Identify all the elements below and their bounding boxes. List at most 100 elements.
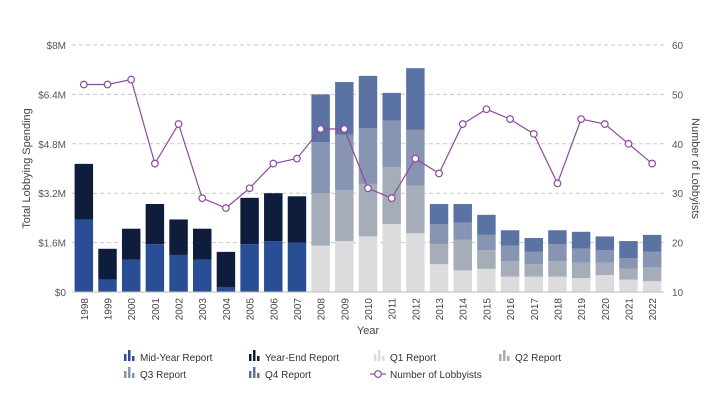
bar-segment — [264, 241, 283, 292]
lobbyists-point — [198, 194, 207, 203]
bar-segment — [595, 275, 615, 292]
y2-axis-title: Number of Lobbyists — [689, 118, 701, 219]
y2-tick-label: 50 — [672, 90, 684, 101]
bar-segment — [406, 68, 425, 130]
legend-swatch — [507, 356, 510, 361]
legend-label: Q4 Report — [265, 370, 311, 381]
bar-segment — [571, 231, 591, 249]
bar-segment — [524, 237, 543, 252]
legend-swatch — [503, 350, 506, 361]
bar-segment — [145, 204, 165, 245]
lobbyists-point — [245, 184, 254, 193]
x-tick-label: 2014 — [459, 298, 470, 321]
bar-segment — [524, 264, 543, 277]
bar-segment — [429, 244, 449, 265]
bar-segment — [477, 268, 496, 292]
bar-segment — [524, 276, 543, 292]
bar-segment — [382, 92, 401, 121]
x-tick-label: 2003 — [198, 298, 209, 321]
x-tick-label: 2007 — [293, 298, 304, 321]
x-tick-label: 2022 — [648, 298, 659, 321]
y-tick-label: $1.6M — [38, 239, 66, 250]
bar-segment — [335, 190, 354, 242]
bar-segment — [358, 75, 378, 129]
x-tick-label: 2002 — [175, 298, 186, 321]
x-tick-label: 2018 — [553, 298, 564, 321]
bar-segment — [548, 261, 567, 277]
bar-segment — [453, 204, 472, 223]
lobbyists-point — [364, 184, 372, 193]
lobbyists-point — [103, 80, 112, 89]
bar-segment — [619, 258, 638, 269]
x-tick-label: 2016 — [506, 298, 517, 321]
bar-segment — [619, 241, 638, 259]
y2-tick-label: 40 — [672, 140, 684, 151]
bar-segment — [169, 254, 188, 292]
x-tick-label: 2021 — [624, 298, 635, 321]
legend-swatch — [257, 373, 260, 378]
lobbyists-point — [79, 80, 88, 89]
y-tick-label: $0 — [55, 288, 67, 299]
x-tick-label: 2013 — [435, 298, 446, 321]
x-tick-label: 2017 — [530, 298, 541, 321]
bar-segment — [500, 276, 520, 292]
bar-segment — [619, 268, 638, 280]
legend-swatch — [257, 356, 260, 361]
bar-segment — [98, 279, 117, 292]
lobbyists-point — [624, 139, 633, 148]
bar-segment — [216, 251, 236, 288]
bar-segment — [500, 261, 520, 277]
bar-segment — [548, 230, 567, 245]
bar-segment — [571, 278, 591, 292]
lobbyists-point — [529, 130, 538, 138]
x-tick-label: 2004 — [222, 298, 233, 321]
legend-swatch — [132, 373, 135, 378]
lobbyists-point — [174, 120, 183, 128]
lobbyists-point — [482, 105, 491, 114]
bar-segment — [571, 248, 591, 263]
bar-segment — [287, 242, 307, 292]
legend-swatch — [132, 356, 135, 361]
legend-swatch — [124, 371, 127, 378]
legend-swatch — [499, 354, 502, 361]
x-tick-label: 2001 — [151, 298, 162, 321]
bar-segment — [595, 262, 615, 276]
legend-label: Q1 Report — [390, 353, 436, 364]
bar-segment — [524, 251, 543, 265]
lobbyists-point — [553, 179, 562, 188]
legend-swatch — [124, 354, 127, 361]
lobbyists-point — [340, 125, 349, 133]
bar-segment — [382, 224, 401, 292]
y2-tick-label: 20 — [672, 239, 684, 250]
bar-segment — [264, 193, 283, 242]
bar-segment — [169, 219, 188, 255]
legend-label: Mid-Year Report — [140, 353, 213, 364]
bar-segment — [311, 94, 330, 143]
lobbyists-point — [600, 120, 609, 128]
x-tick-label: 2012 — [411, 298, 422, 321]
bar-segment — [121, 259, 141, 292]
bar-segment — [240, 197, 259, 245]
y-tick-label: $6.4M — [38, 90, 66, 101]
bar-segment — [642, 281, 662, 292]
lobbyists-point — [435, 169, 443, 178]
bar-segment — [429, 264, 449, 292]
bar-segment — [500, 245, 520, 262]
x-tick-label: 2011 — [388, 298, 399, 320]
bar-segment — [477, 250, 496, 269]
legend-marker — [374, 370, 382, 378]
lobbyists-point — [506, 115, 514, 123]
legend-swatch — [128, 350, 131, 361]
legend-swatch — [249, 354, 252, 361]
bar-segment — [453, 222, 472, 240]
bar-segment — [429, 224, 449, 245]
legend-swatch — [253, 350, 256, 361]
bar-segment — [619, 279, 638, 292]
bar-segment — [642, 267, 662, 282]
bar-segment — [642, 251, 662, 268]
bar-segment — [548, 244, 567, 262]
bar-segment — [335, 134, 354, 191]
legend-label: Year-End Report — [265, 353, 339, 364]
bar-segment — [595, 250, 615, 263]
y-tick-label: $3.2M — [38, 189, 66, 200]
